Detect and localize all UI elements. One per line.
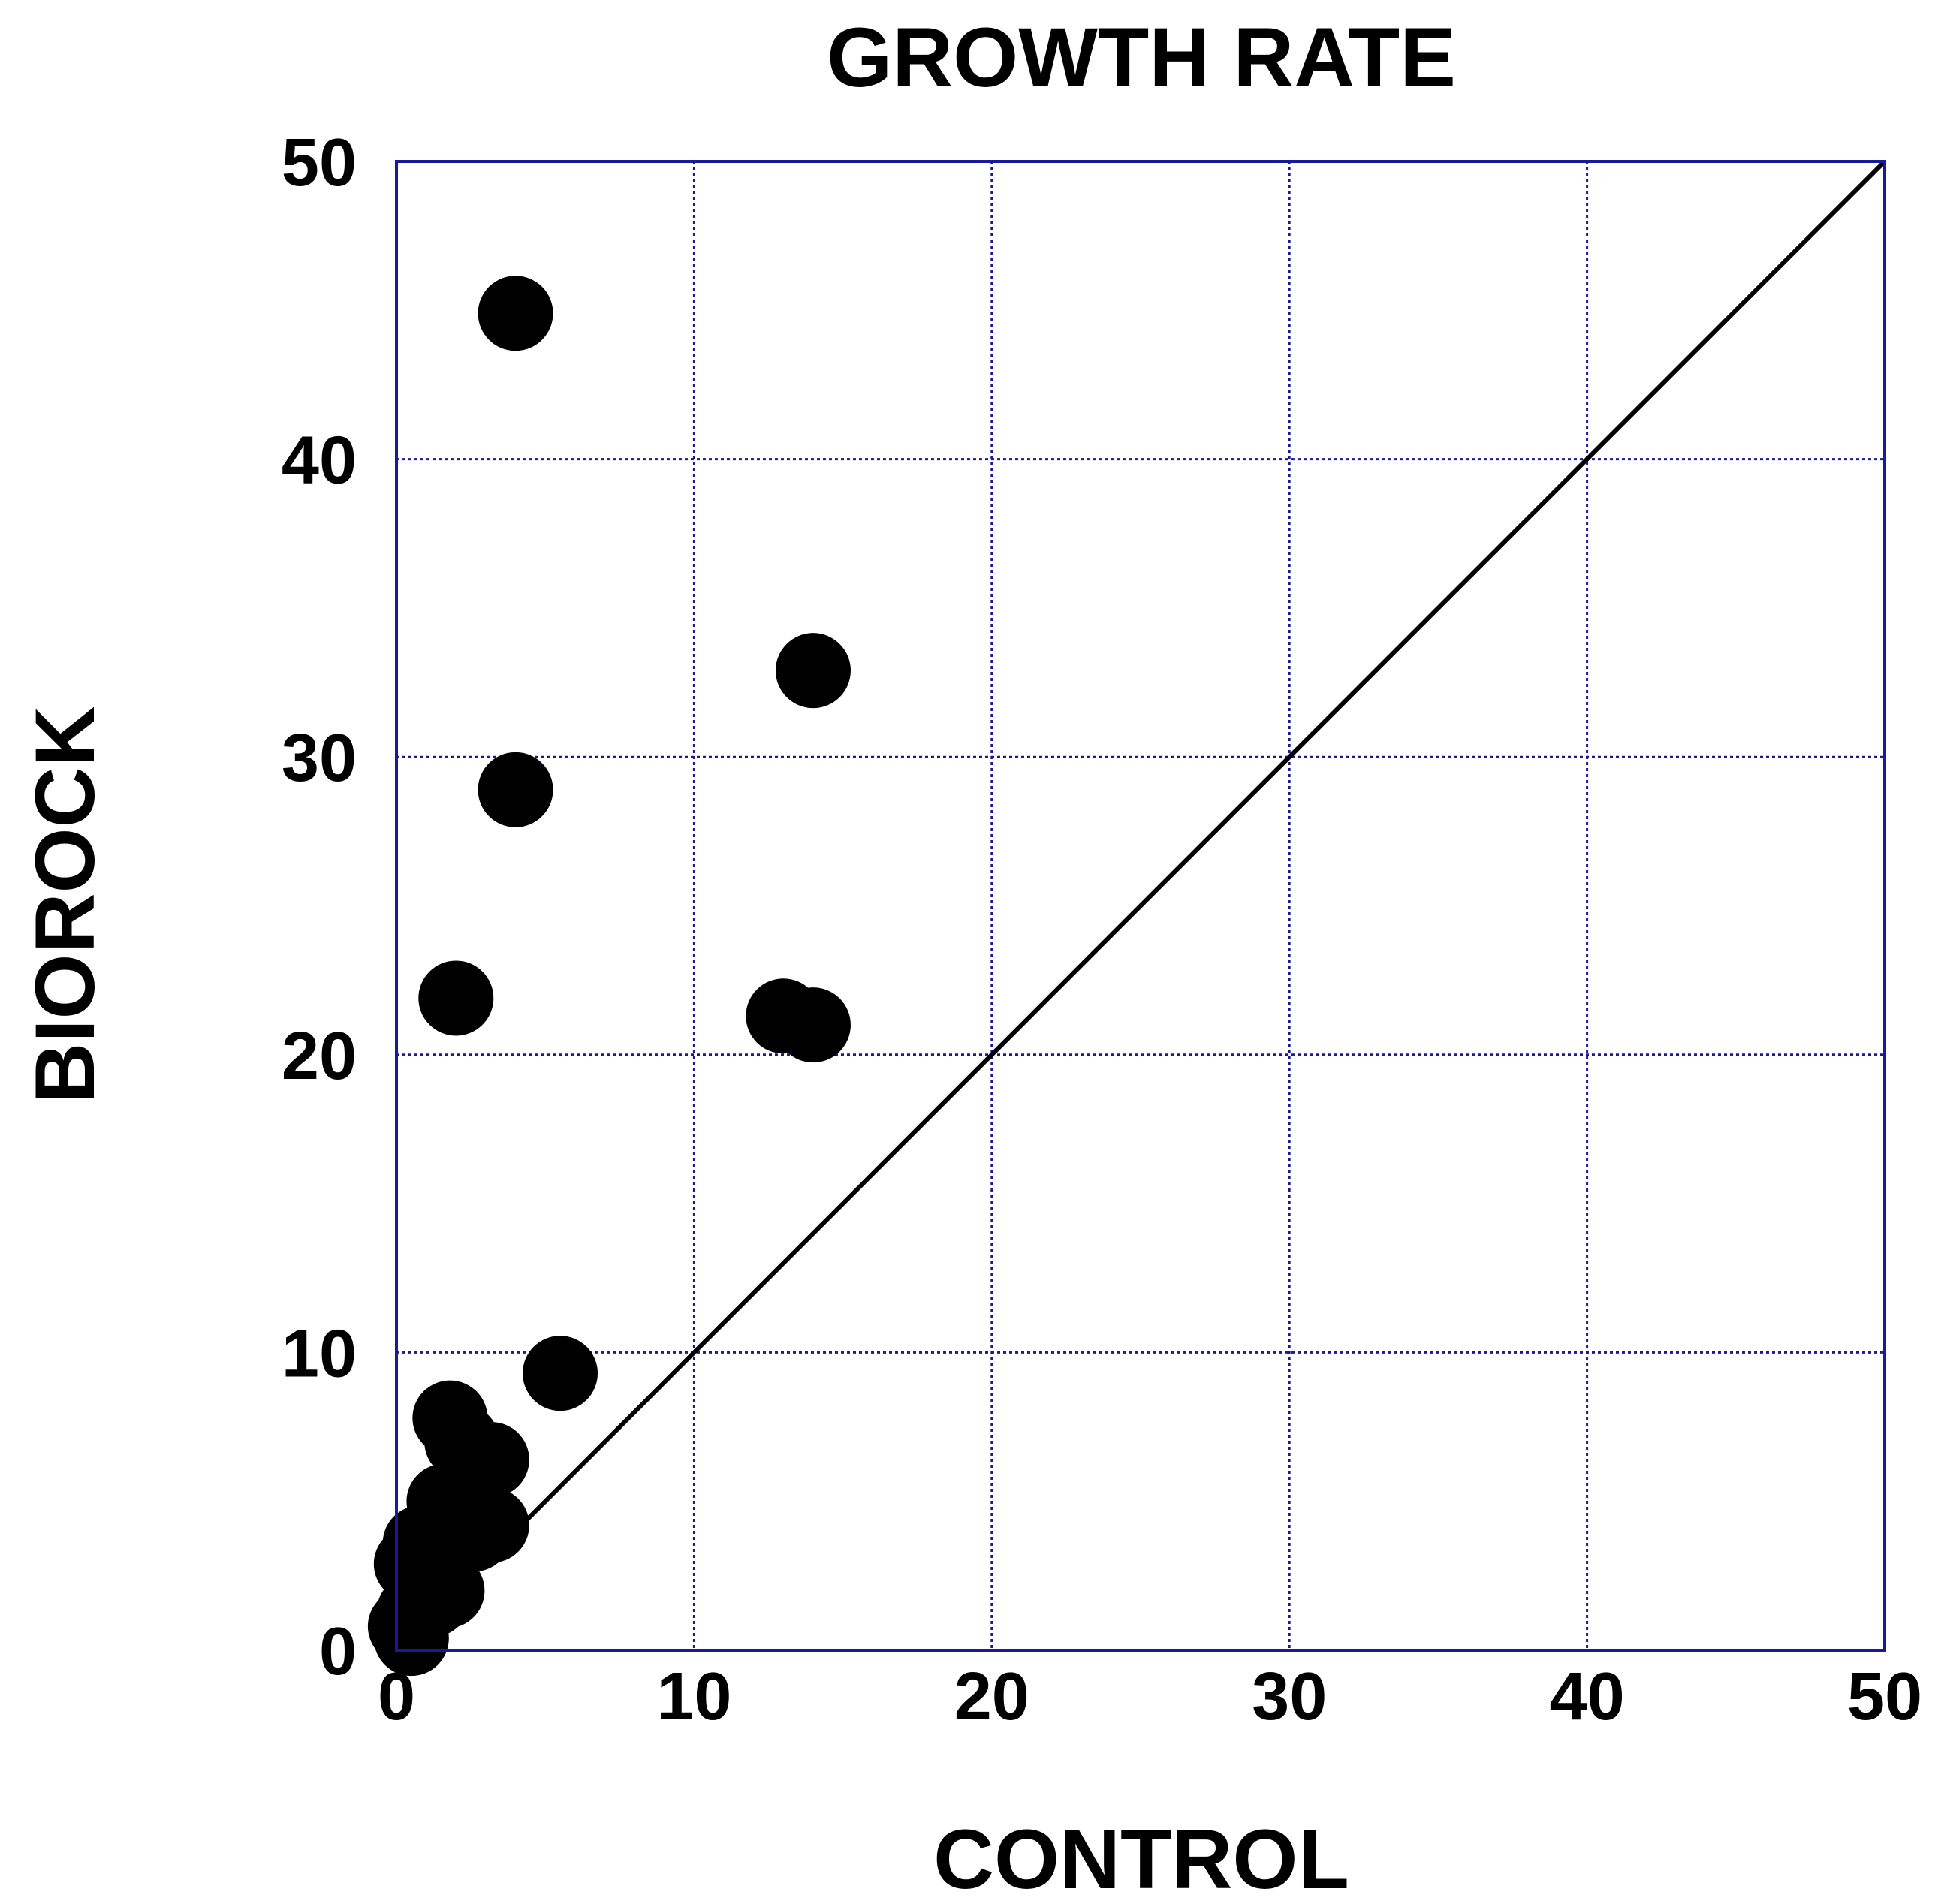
y-axis-label: BIOROCK bbox=[18, 706, 112, 1104]
x-axis-label: CONTROL bbox=[933, 1812, 1349, 1904]
data-point-1 bbox=[775, 633, 851, 709]
data-point-5 bbox=[775, 987, 851, 1063]
y-tick-label-3: 30 bbox=[282, 721, 357, 796]
tick-labels: 0 10 20 30 40 50 0 10 20 30 40 50 bbox=[282, 125, 1922, 1734]
data-point-6 bbox=[523, 1336, 598, 1411]
y-tick-label-5: 50 bbox=[282, 125, 357, 200]
x-tick-label-1: 10 bbox=[656, 1659, 731, 1734]
x-tick-label-3: 30 bbox=[1252, 1659, 1327, 1734]
x-tick-label-5: 50 bbox=[1847, 1659, 1922, 1734]
chart-title: GROWTH RATE bbox=[827, 11, 1456, 104]
data-point-23 bbox=[373, 1601, 449, 1677]
reference-line bbox=[394, 159, 1887, 1652]
plot-frame bbox=[395, 160, 1886, 1652]
data-point-3 bbox=[418, 960, 494, 1036]
grid-lines bbox=[396, 161, 1885, 1650]
data-point-0 bbox=[478, 276, 553, 351]
plot-frame-group bbox=[395, 160, 1886, 1652]
y-tick-label-1: 10 bbox=[282, 1316, 357, 1391]
reference-line-group bbox=[394, 159, 1887, 1652]
y-tick-label-2: 20 bbox=[282, 1019, 357, 1094]
data-points bbox=[367, 276, 851, 1677]
x-tick-label-2: 20 bbox=[954, 1659, 1029, 1734]
y-tick-label-4: 40 bbox=[282, 423, 357, 499]
data-point-2 bbox=[478, 752, 553, 827]
y-tick-label-0: 0 bbox=[319, 1614, 357, 1689]
x-tick-label-4: 40 bbox=[1550, 1659, 1625, 1734]
x-tick-label-0: 0 bbox=[378, 1659, 415, 1734]
